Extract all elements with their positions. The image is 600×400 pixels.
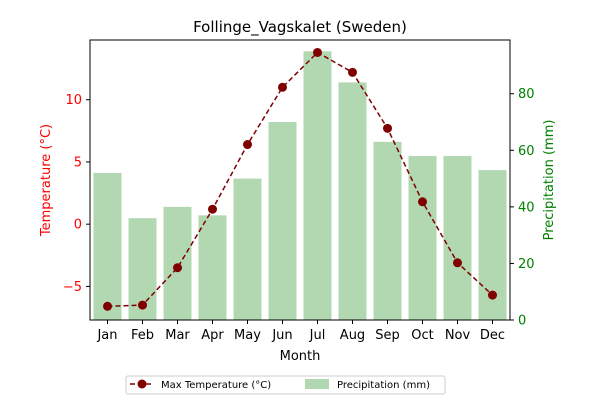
temp-point-mar [173, 263, 182, 273]
temp-point-jun [278, 82, 287, 92]
x-tick-label-dec: Dec [480, 328, 505, 343]
left-axis-label: Temperature (°C) [39, 124, 54, 237]
legend-bar-swatch [305, 379, 329, 389]
precip-bar-jun [268, 122, 297, 320]
x-tick-label-mar: Mar [165, 328, 190, 343]
legend-label-precipitation: Precipitation (mm) [337, 380, 430, 391]
x-tick-label-jan: Jan [96, 328, 117, 343]
x-tick-label-apr: Apr [201, 328, 224, 343]
temp-point-jan [103, 301, 112, 311]
chart-title: Follinge_Vagskalet (Sweden) [193, 18, 407, 37]
legend-box [125, 375, 446, 395]
precip-bar-jan [93, 172, 122, 320]
temp-point-sep [383, 123, 392, 133]
temp-point-jul [313, 47, 322, 57]
right-axis-label: Precipitation (mm) [542, 120, 557, 241]
x-tick-label-jul: Jul [309, 328, 326, 343]
right-tick-label-40: 40 [518, 200, 535, 215]
left-tick-label--5: −5 [63, 280, 82, 295]
precip-bar-apr [198, 215, 227, 320]
x-axis-label: Month [280, 349, 321, 364]
precip-bar-aug [338, 82, 367, 320]
x-tick-label-jun: Jun [271, 328, 292, 343]
plot-frame [89, 39, 511, 321]
x-tick-label-nov: Nov [445, 328, 471, 343]
precip-bar-jul [303, 51, 332, 320]
precip-bar-sep [373, 141, 402, 320]
x-tick-label-may: May [234, 328, 261, 343]
right-tick-label-80: 80 [518, 87, 535, 102]
temp-point-apr [208, 204, 217, 214]
x-tick-label-oct: Oct [411, 328, 433, 343]
axes: Jan Feb Mar Apr May Jun Jul Aug Sep Oct Nov Dec −5 0 5… [63, 39, 535, 343]
temperature-line [103, 47, 497, 311]
right-tick-label-60: 60 [518, 144, 535, 159]
left-tick-label-10: 10 [65, 93, 82, 108]
precip-bar-nov [443, 155, 472, 320]
precip-bar-oct [408, 155, 437, 320]
left-tick-label-5: 5 [74, 155, 82, 170]
temp-point-oct [418, 197, 427, 207]
right-tick-label-0: 0 [518, 314, 526, 329]
temp-point-feb [138, 300, 147, 310]
x-tick-label-sep: Sep [375, 328, 400, 343]
x-tick-label-feb: Feb [131, 328, 154, 343]
precipitation-bars [93, 51, 507, 320]
legend-label-temperature: Max Temperature (°C) [161, 380, 271, 391]
left-tick-label-0: 0 [74, 218, 82, 233]
right-tick-label-20: 20 [518, 257, 535, 272]
x-tick-label-aug: Aug [340, 328, 365, 343]
temp-point-nov [453, 258, 462, 268]
legend-marker-swatch [137, 379, 147, 389]
legend: Max Temperature (°C) Precipitation (mm) [125, 375, 446, 395]
temp-point-may [243, 140, 252, 150]
precip-bar-may [233, 178, 262, 320]
temp-point-aug [348, 67, 357, 77]
temp-point-dec [488, 290, 497, 300]
